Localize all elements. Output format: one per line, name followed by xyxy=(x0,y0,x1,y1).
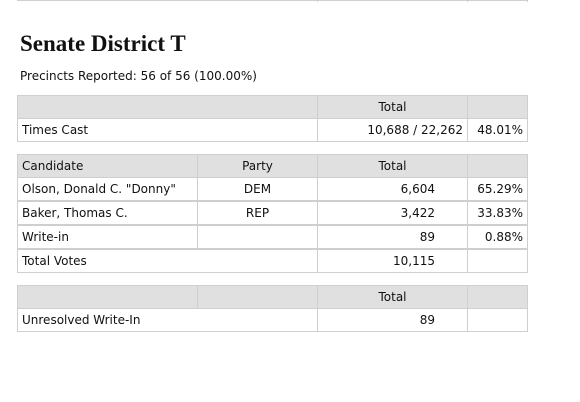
rule xyxy=(467,0,468,2)
cell: 89 xyxy=(317,308,468,332)
cell: Write-in xyxy=(17,225,198,249)
header-cell xyxy=(17,285,198,309)
header-cell xyxy=(197,285,318,309)
cell: Times Cast xyxy=(17,118,318,142)
cell: 10,688 / 22,262 xyxy=(317,118,468,142)
cell: 89 xyxy=(317,225,468,249)
header-cell: Total xyxy=(317,285,468,309)
cell: 6,604 xyxy=(317,177,468,201)
header-cell xyxy=(467,285,528,309)
cell: 10,115 xyxy=(317,249,468,273)
header-cell xyxy=(467,95,528,119)
header-cell: Candidate xyxy=(17,154,198,178)
cell: Baker, Thomas C. xyxy=(17,201,198,225)
header-cell xyxy=(17,95,318,119)
header-cell xyxy=(467,154,528,178)
cell xyxy=(467,249,528,273)
rule xyxy=(317,0,318,2)
cell: 33.83% xyxy=(467,201,528,225)
cell: 48.01% xyxy=(467,118,528,142)
header-cell: Total xyxy=(317,95,468,119)
rule xyxy=(17,0,527,1)
cell: 0.88% xyxy=(467,225,528,249)
cell: Olson, Donald C. "Donny" xyxy=(17,177,198,201)
cell: Unresolved Write-In xyxy=(17,308,318,332)
title: Senate District T xyxy=(20,31,186,56)
cell xyxy=(467,308,528,332)
header-cell: Party xyxy=(197,154,318,178)
cell: REP xyxy=(197,201,318,225)
precincts: Precincts Reported: 56 of 56 (100.00%) xyxy=(20,69,257,83)
header-cell: Total xyxy=(317,154,468,178)
cell: 3,422 xyxy=(317,201,468,225)
cell: Total Votes xyxy=(17,249,318,273)
rule xyxy=(527,0,528,2)
cell: 65.29% xyxy=(467,177,528,201)
cell: DEM xyxy=(197,177,318,201)
cell xyxy=(197,225,318,249)
